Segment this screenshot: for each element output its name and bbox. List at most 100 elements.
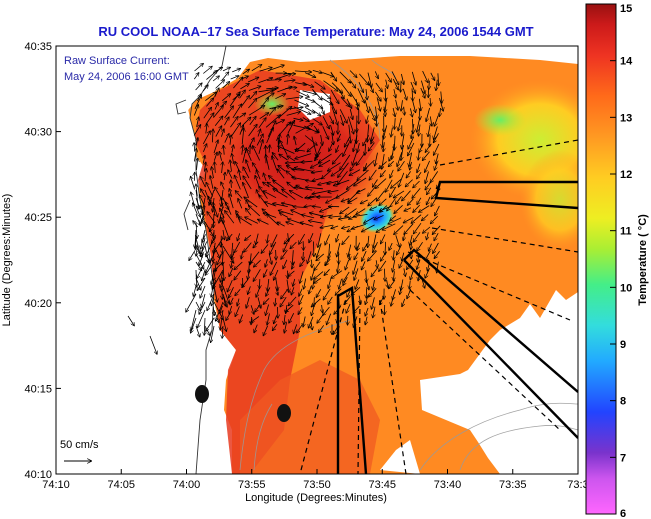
current-vector: [200, 189, 207, 198]
current-vector: [398, 172, 405, 188]
current-vector: [420, 87, 425, 99]
current-vector: [404, 106, 405, 116]
current-vector: [409, 280, 410, 290]
current-vector: [275, 74, 292, 80]
current-vector: [200, 176, 206, 188]
current-vector: [290, 210, 303, 216]
current-vector: [422, 226, 431, 234]
current-vector: [382, 223, 396, 230]
current-vector: [426, 196, 431, 205]
current-vector: [253, 269, 261, 281]
current-vector: [422, 70, 429, 83]
current-vector: [244, 234, 252, 241]
current-vector: [258, 117, 266, 129]
current-vector: [384, 268, 385, 282]
no-data-hole: [380, 440, 420, 474]
current-vector: [356, 208, 366, 215]
current-vector: [281, 203, 294, 207]
current-vector: [371, 127, 375, 142]
current-vector: [428, 124, 430, 137]
current-vector: [413, 118, 414, 134]
current-vector: [413, 180, 420, 188]
current-vector: [389, 242, 393, 251]
current-vector: [283, 259, 288, 269]
current-vector: [234, 261, 243, 270]
current-vector: [296, 90, 309, 98]
current-vector: [240, 83, 249, 90]
current-vector: [309, 233, 314, 243]
current-vector: [402, 298, 406, 307]
current-vector: [232, 104, 242, 119]
sst-field: [182, 56, 578, 474]
current-vector: [328, 191, 339, 193]
y-tick-label: 40:30: [24, 127, 52, 139]
current-vector: [348, 197, 358, 204]
current-vector: [262, 182, 270, 188]
current-vector: [235, 190, 243, 199]
current-vector: [294, 187, 313, 191]
current-vector: [213, 245, 221, 259]
current-vector: [308, 221, 323, 224]
current-vector: [411, 99, 415, 113]
current-vector: [247, 77, 259, 83]
current-vector: [337, 242, 341, 257]
current-vector: [367, 250, 377, 261]
current-vector: [318, 153, 332, 163]
current-vector: [213, 152, 217, 161]
current-vector: [205, 261, 215, 276]
x-tick-label: 73:50: [303, 479, 331, 491]
current-vector: [401, 100, 403, 111]
x-tick-label: 73:40: [434, 479, 462, 491]
current-vector: [364, 99, 369, 113]
current-vector: [229, 92, 240, 107]
current-vector: [365, 307, 369, 316]
current-vector: [277, 221, 285, 227]
current-vector: [200, 229, 206, 250]
current-vector: [211, 325, 215, 343]
current-vector: [228, 287, 234, 298]
current-vector: [358, 81, 364, 93]
current-vector: [219, 151, 221, 161]
current-vector: [404, 268, 406, 276]
current-vector: [417, 259, 421, 270]
current-vector: [425, 269, 430, 278]
current-vector: [419, 143, 424, 153]
current-vector: [434, 115, 439, 127]
current-vector: [379, 260, 387, 272]
current-vector: [389, 186, 397, 198]
current-vector: [294, 168, 314, 172]
current-vector: [368, 106, 375, 122]
current-vector: [197, 309, 206, 328]
current-vector: [325, 234, 330, 246]
current-vector: [402, 88, 407, 101]
current-vector: [239, 90, 246, 99]
x-tick-label: 73:45: [368, 479, 396, 491]
current-vector: [368, 197, 378, 206]
current-vector: [433, 143, 440, 156]
current-vector: [356, 151, 366, 166]
current-vector: [277, 146, 295, 154]
current-vector: [439, 108, 440, 117]
current-vector: [203, 66, 212, 74]
current-vector: [424, 160, 430, 173]
current-vector: [222, 197, 230, 210]
current-vector: [403, 233, 405, 241]
current-vector: [356, 98, 358, 110]
current-vector: [368, 288, 377, 297]
current-vector: [410, 270, 414, 281]
current-vector: [376, 260, 377, 268]
current-vector: [337, 88, 345, 99]
current-vector: [213, 277, 214, 289]
current-vector: [316, 243, 322, 258]
current-vector: [312, 100, 323, 109]
current-vector: [201, 293, 206, 308]
current-vector: [304, 278, 306, 290]
current-vector: [242, 69, 250, 75]
current-vector: [300, 222, 314, 227]
current-vector: [241, 95, 249, 107]
current-vector: [399, 259, 404, 268]
current-vector: [268, 253, 272, 264]
current-vector: [245, 208, 252, 216]
current-vector: [307, 144, 315, 152]
current-vector: [268, 241, 277, 255]
